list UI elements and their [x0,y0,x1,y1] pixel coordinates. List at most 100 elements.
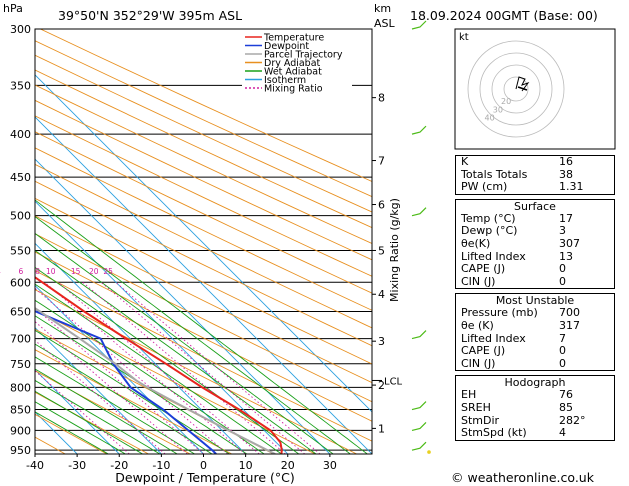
km-tick-label: 2 [378,379,385,392]
info-row-value: 38 [559,167,573,181]
pressure-tick-label: 600 [10,276,31,289]
info-row-value: 0 [559,262,566,276]
surface-title: Surface [514,199,556,213]
dry-adiabat-line [35,289,357,454]
mixing-ratio-label: 15 [71,267,81,276]
info-row: θe (K) 317 [456,319,614,333]
info-row: CIN (J) 0 [456,356,614,371]
hodograph-table-title: Hodograph [504,376,566,390]
wind-barb [411,20,427,30]
most-unstable-title: Most Unstable [495,294,575,308]
indices-panel: K 16 Totals Totals 38 PW (cm) 1.31 Surface Te… [455,155,615,445]
dry-adiabat-line [35,54,372,213]
pressure-tick-label: 450 [10,171,31,184]
info-row: Pressure (mb) 700 [456,307,614,320]
mixing-ratio-line [44,281,246,454]
dry-adiabat-line [35,370,191,454]
info-row-value: 76 [559,388,573,402]
km-tick-label: 5 [378,244,385,257]
info-row-label: EH [461,388,477,402]
info-row-label: SREH [461,400,491,414]
mixing-ratio-label: 10 [46,267,56,276]
wet-adiabat-line [35,390,143,454]
dry-adiabat-line [35,84,372,245]
x-axis-title: Dewpoint / Temperature (°C) [115,470,294,485]
wind-barbs [411,20,431,454]
mixing-ratio-line [35,287,228,454]
dry-adiabat-line [40,29,372,183]
surface-box: Surface Temp (°C) 17 Dewp (°C) 3 θe(K) 307 Lif… [455,198,615,290]
info-row: Lifted Index 13 [456,249,614,264]
info-row-label: K [461,155,469,168]
hodograph-trace [515,76,530,92]
pressure-tick-label: 700 [10,333,31,346]
km-tick-label: 1 [378,422,385,435]
info-row: Dewp (°C) 3 [456,225,614,238]
dry-adiabat-line [35,99,372,261]
info-row-value: 282° [559,413,586,427]
dry-adiabat-line [35,131,372,294]
most-unstable-box: Most Unstable Pressure (mb) 700 θe (K) 317 L… [455,293,615,372]
info-row-label: CIN (J) [461,274,496,288]
pressure-tick-label: 850 [10,404,31,417]
mixing-ratio-label: 20 [89,267,99,276]
wet-adiabat-line [35,343,213,454]
x-tick-label: -10 [152,459,170,472]
dry-adiabat-line [35,147,372,311]
wind-barb [411,401,427,411]
info-row-label: Pressure (mb) [461,306,538,320]
km-tick-label: 3 [378,335,385,348]
wet-adiabat-line [35,283,282,454]
info-row-value: 4 [559,426,566,440]
pressure-tick-label: 300 [10,23,31,36]
info-row-value: 307 [559,236,580,250]
info-row: Temp (°C) 17 [456,212,614,226]
pressure-tick-label: 550 [10,244,31,257]
indices-box: K 16 Totals Totals 38 PW (cm) 1.31 [455,155,615,195]
dry-adiabat-line [35,349,233,454]
hodograph-table-box: Hodograph EH 76 SREH 85 StmDir 282° StmSpd (kt… [455,375,615,441]
isotherm-line [35,200,289,454]
isotherm-line [35,158,331,454]
wet-adiabat-line [35,216,351,454]
isotherm-line [35,284,204,454]
dry-adiabat-line [35,163,372,329]
wind-barb [411,207,427,217]
legend-label: Mixing Ratio [264,84,323,95]
wet-adiabat-line [35,401,126,454]
copyright-label: © weatheronline.co.uk [451,470,595,485]
info-row: CAPE (J) 0 [456,345,614,358]
hodograph-ring [479,52,553,126]
wet-adiabat-line [35,266,300,454]
x-tick-label: 30 [323,459,337,472]
info-row-label: CIN (J) [461,356,496,370]
x-tick-label: -20 [110,459,128,472]
info-row: SREH 85 [456,400,614,415]
storm-motion-arrow [517,86,528,91]
wind-barb [411,441,427,451]
pressure-tick-label: 950 [10,444,31,457]
isotherm-line [35,369,120,454]
legend-label: Dry Adiabat [264,58,321,69]
info-row-value: 1.31 [559,180,584,194]
info-row-label: Lifted Index [461,249,526,263]
wet-adiabat-line [35,356,195,454]
pressure-tick-label: 800 [10,381,31,394]
location-label: 39°50'N 352°29'W 395m ASL [58,8,242,23]
hodograph-unit: kt [459,32,469,43]
dry-adiabat-line [35,197,372,365]
hodograph-ring-label: 20 [501,97,511,106]
datetime-label: 18.09.2024 00GMT (Base: 00) [410,8,598,23]
wind-barb [411,125,427,135]
wet-adiabat-line [35,329,230,454]
info-row-value: 7 [559,331,566,345]
dry-adiabat-line [35,40,372,198]
info-row-label: θe(K) [461,236,491,250]
info-row-label: Dewp (°C) [461,224,518,238]
x-tick-label: 20 [281,459,295,472]
pressure-tick-label: 900 [10,424,31,437]
km-tick-label: 7 [378,155,385,168]
